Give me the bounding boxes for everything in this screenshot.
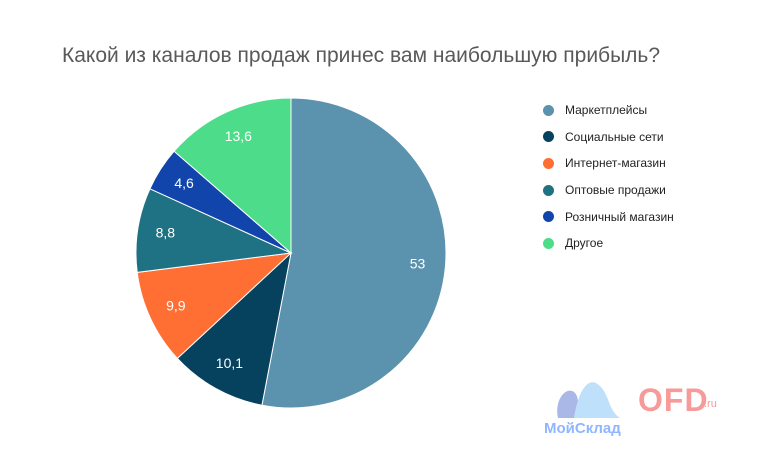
legend-swatch [543,104,554,116]
legend-label: Интернет-магазин [565,156,666,171]
legend-item-5: Другое [543,230,674,257]
legend-label: Маркетплейсы [565,103,648,118]
slice-value-label-5: 13,6 [225,128,252,144]
pie-slice-0 [261,97,447,409]
legend-swatch [543,184,554,196]
legend-label: Розничный магазин [565,209,674,224]
legend-label: Социальные сети [565,129,664,144]
legend-item-3: Оптовые продажи [543,177,674,204]
slice-value-label-4: 4,6 [174,175,194,191]
slice-value-label-0: 53 [410,256,426,272]
legend-swatch [543,211,554,223]
legend-item-1: Социальные сети [543,124,674,151]
legend-swatch [543,131,554,143]
moysklad-logo-text: МойСклад [544,420,621,437]
pie-slice-3 [135,188,293,273]
slice-value-label-3: 8,8 [156,225,176,241]
pie-slice-2 [136,252,293,360]
slice-value-label-2: 9,9 [166,297,186,313]
pie-slice-5 [173,97,292,255]
legend-label: Оптовые продажи [565,183,666,198]
legend-item-0: Маркетплейсы [543,97,674,124]
moysklad-logo-icon [557,382,620,418]
legend-item-4: Розничный магазин [543,203,674,230]
legend-swatch [543,157,554,169]
chart-title: Какой из каналов продаж принес вам наибо… [62,44,661,67]
slice-value-label-1: 10,1 [216,355,243,371]
legend-swatch [543,237,554,249]
legend-item-2: Интернет-магазин [543,150,674,177]
legend-label: Другое [565,236,604,251]
chart-legend: Маркетплейсы Социальные сети Интернет-мага… [543,97,674,257]
pie-slice-1 [176,251,292,406]
ofd-logo: OFD [638,382,709,418]
ofd-logo-suffix: .ru [704,398,717,410]
